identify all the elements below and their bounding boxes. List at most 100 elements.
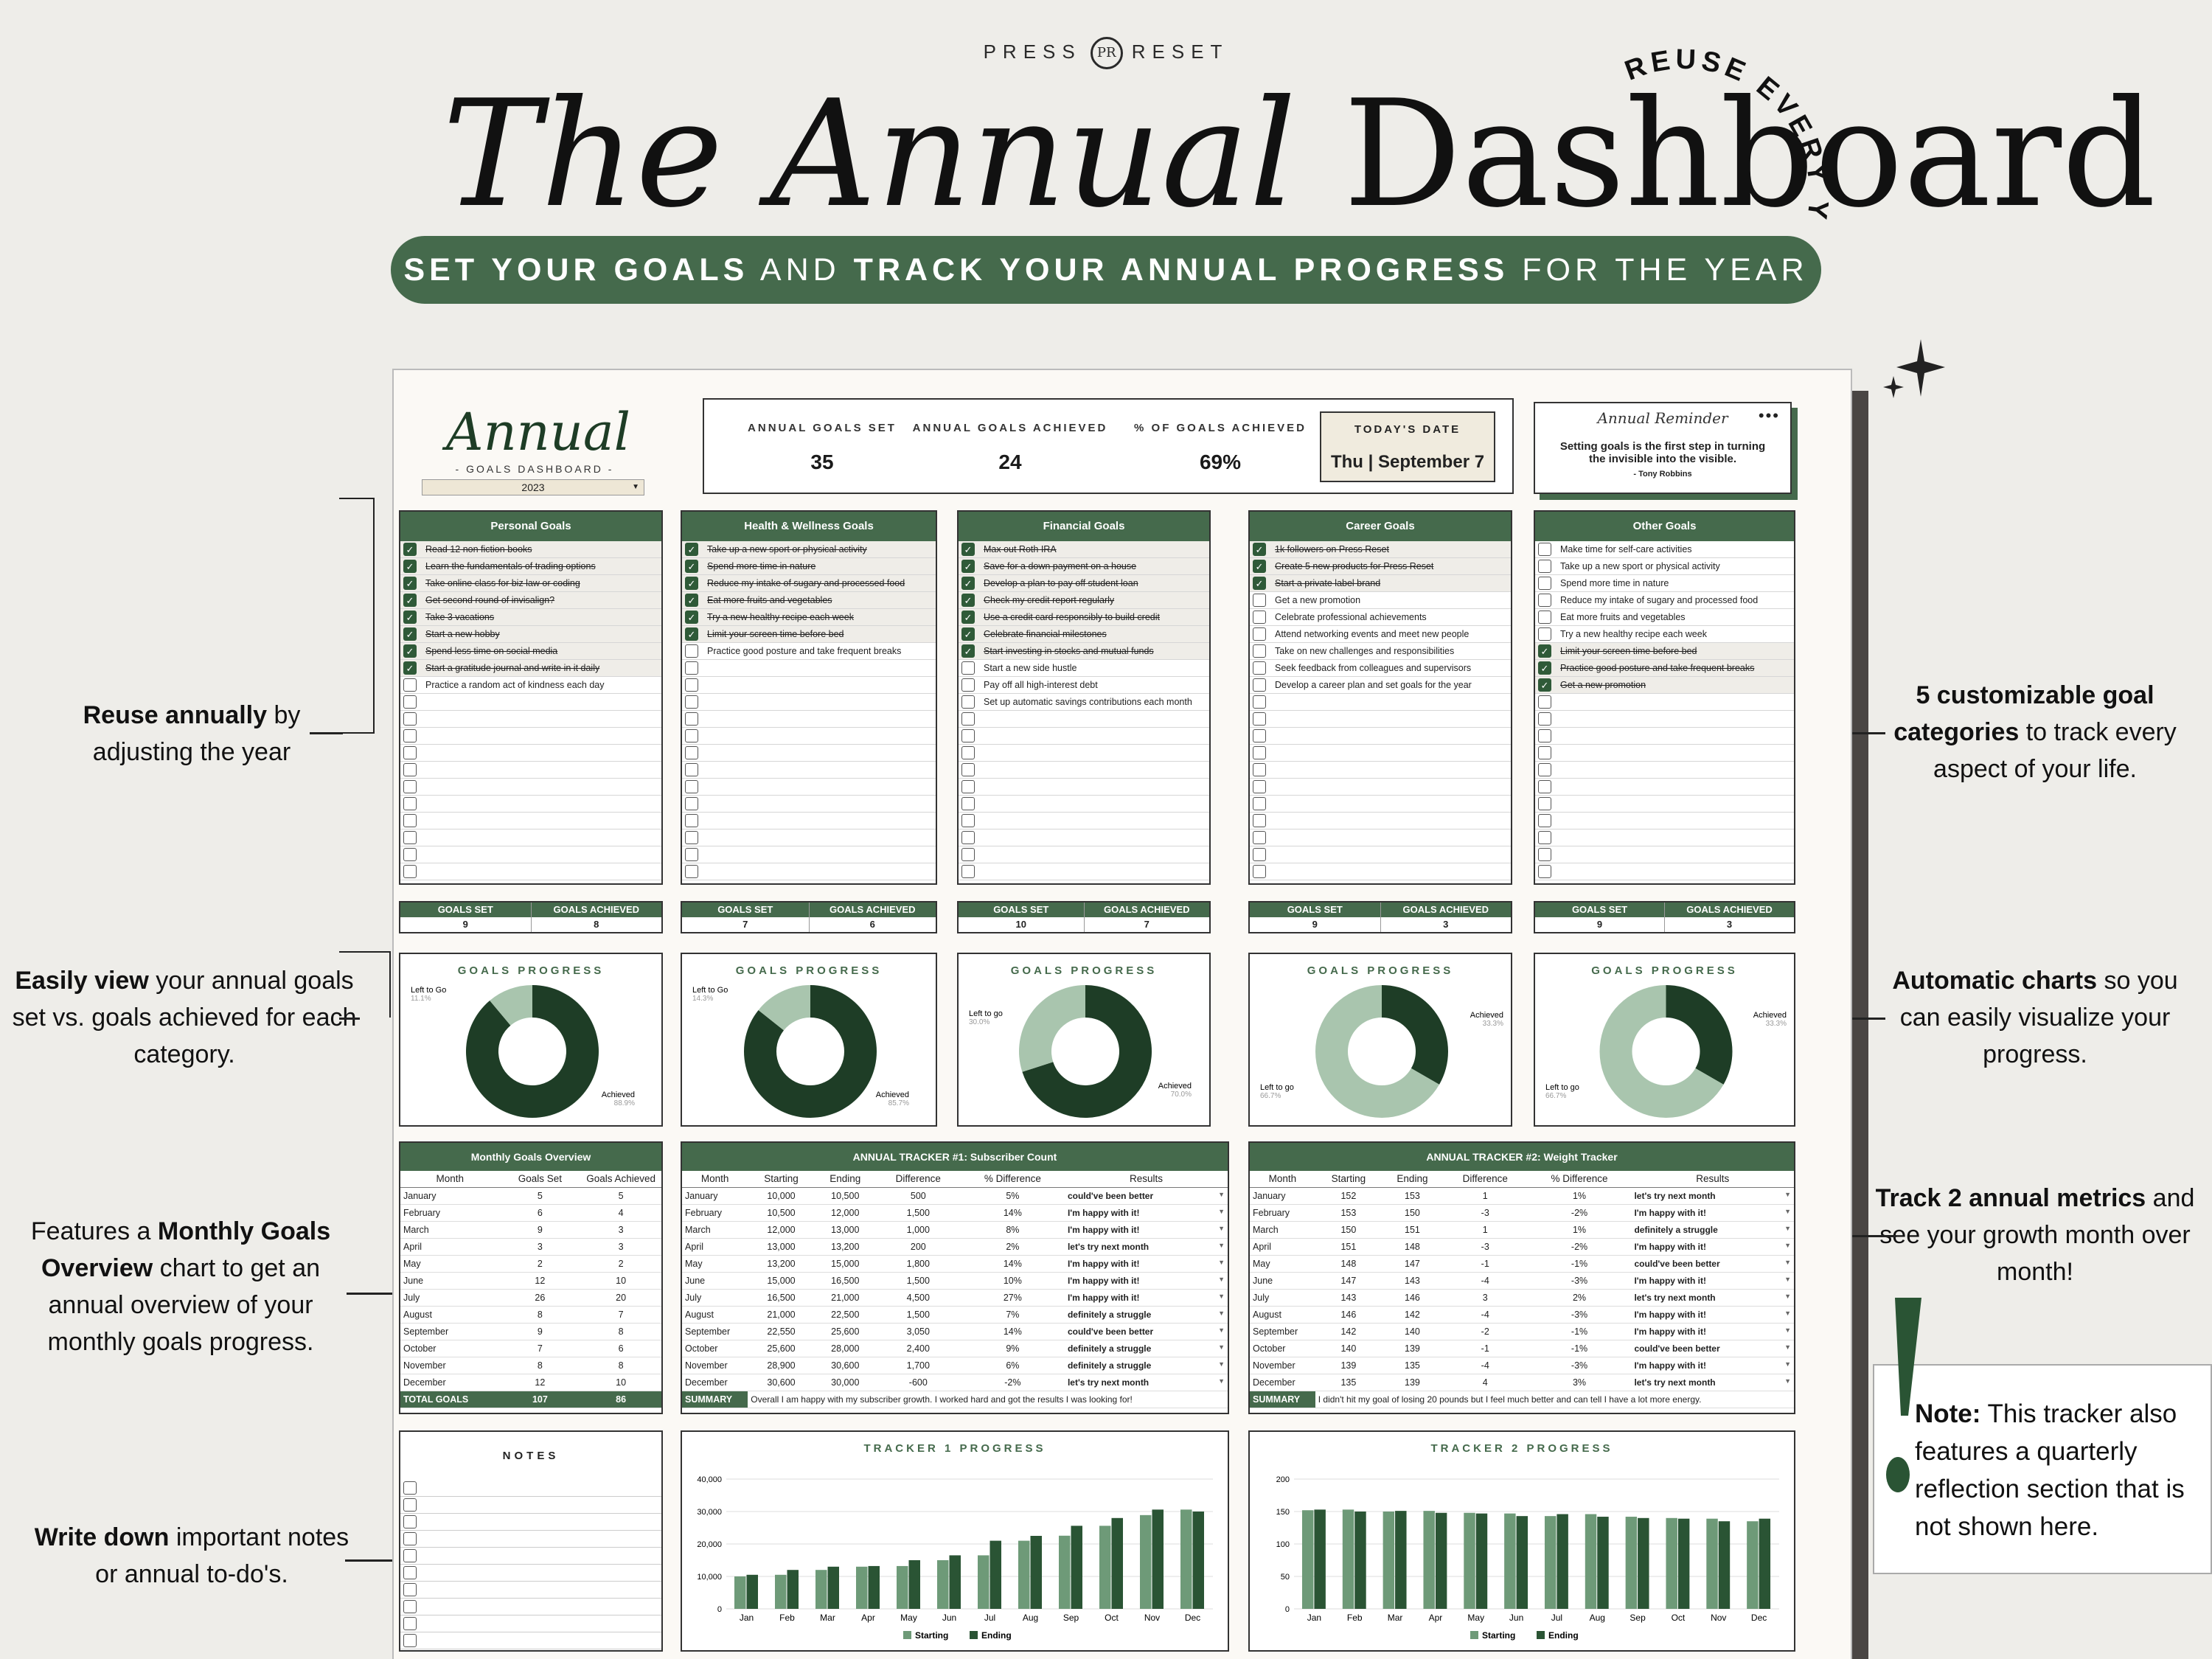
goal-checkbox[interactable] <box>403 797 417 810</box>
goal-row[interactable]: ✓ Get a new promotion <box>1535 677 1794 694</box>
goal-checkbox[interactable]: ✓ <box>1538 644 1551 658</box>
goal-row[interactable]: ✓ Use a credit card responsibly to build … <box>959 609 1209 626</box>
goal-checkbox[interactable] <box>1253 848 1266 861</box>
goal-row[interactable] <box>959 728 1209 745</box>
goal-row[interactable] <box>1250 762 1511 779</box>
goal-row[interactable]: ✓ Start a new hobby <box>400 626 661 643</box>
goal-row[interactable] <box>959 796 1209 813</box>
goal-row[interactable] <box>400 745 661 762</box>
goal-checkbox[interactable] <box>1253 865 1266 878</box>
goal-checkbox[interactable] <box>961 712 975 726</box>
goal-row[interactable]: ✓ Eat more fruits and vegetables <box>682 592 936 609</box>
goal-checkbox[interactable] <box>1253 644 1266 658</box>
note-row[interactable] <box>400 1632 661 1649</box>
goal-row[interactable] <box>1535 694 1794 711</box>
note-checkbox[interactable] <box>403 1549 417 1562</box>
goal-checkbox[interactable] <box>961 678 975 692</box>
table-cell[interactable]: I'm happy with it! ▼ <box>1631 1272 1794 1290</box>
goal-row[interactable]: ✓ Limit your screen time before bed <box>1535 643 1794 660</box>
table-cell[interactable]: let's try next month ▼ <box>1064 1238 1228 1256</box>
goal-row[interactable] <box>682 830 936 846</box>
note-checkbox[interactable] <box>403 1583 417 1596</box>
goal-row[interactable] <box>959 745 1209 762</box>
goal-row[interactable]: ✓ Reduce my intake of sugary and processe… <box>682 575 936 592</box>
table-cell[interactable]: I'm happy with it! ▼ <box>1064 1272 1228 1290</box>
goal-checkbox[interactable] <box>685 814 698 827</box>
note-row[interactable] <box>400 1582 661 1599</box>
note-checkbox[interactable] <box>403 1481 417 1495</box>
goal-row[interactable] <box>400 779 661 796</box>
goal-row[interactable] <box>1535 813 1794 830</box>
table-cell[interactable]: could've been better ▼ <box>1631 1340 1794 1357</box>
goal-checkbox[interactable] <box>403 695 417 709</box>
goal-row[interactable]: ✓ Take up a new sport or physical activit… <box>682 541 936 558</box>
goal-row[interactable] <box>682 711 936 728</box>
goal-row[interactable]: ✓ Check my credit report regularly <box>959 592 1209 609</box>
goal-checkbox[interactable]: ✓ <box>961 627 975 641</box>
goal-checkbox[interactable] <box>403 678 417 692</box>
goal-checkbox[interactable] <box>1253 611 1266 624</box>
goal-row[interactable]: ✓ Spend more time in nature <box>682 558 936 575</box>
note-checkbox[interactable] <box>403 1600 417 1613</box>
goal-checkbox[interactable] <box>685 661 698 675</box>
goal-checkbox[interactable] <box>685 780 698 793</box>
goal-row[interactable]: ✓ Develop a plan to pay off student loan <box>959 575 1209 592</box>
goal-checkbox[interactable]: ✓ <box>961 560 975 573</box>
goal-row[interactable] <box>1535 779 1794 796</box>
goal-checkbox[interactable]: ✓ <box>403 543 417 556</box>
goal-checkbox[interactable] <box>685 865 698 878</box>
goal-checkbox[interactable]: ✓ <box>685 627 698 641</box>
goal-row[interactable] <box>400 728 661 745</box>
note-row[interactable] <box>400 1565 661 1582</box>
goal-checkbox[interactable] <box>1538 695 1551 709</box>
note-row[interactable] <box>400 1497 661 1514</box>
goal-row[interactable] <box>1250 694 1511 711</box>
goal-checkbox[interactable] <box>403 814 417 827</box>
goal-checkbox[interactable] <box>1538 780 1551 793</box>
goal-row[interactable]: Practice good posture and take frequent … <box>682 643 936 660</box>
goal-row[interactable]: ✓ Start a gratitude journal and write in … <box>400 660 661 677</box>
goal-checkbox[interactable]: ✓ <box>403 644 417 658</box>
note-checkbox[interactable] <box>403 1498 417 1512</box>
goal-checkbox[interactable]: ✓ <box>1253 560 1266 573</box>
goal-checkbox[interactable] <box>1538 543 1551 556</box>
goal-row[interactable] <box>1250 813 1511 830</box>
goal-checkbox[interactable]: ✓ <box>403 661 417 675</box>
goal-row[interactable] <box>400 694 661 711</box>
goal-checkbox[interactable] <box>1538 865 1551 878</box>
table-cell[interactable]: I'm happy with it! ▼ <box>1064 1255 1228 1273</box>
goal-checkbox[interactable] <box>685 729 698 742</box>
goal-row[interactable]: ✓ Limit your screen time before bed <box>682 626 936 643</box>
goal-checkbox[interactable] <box>1253 695 1266 709</box>
note-row[interactable] <box>400 1480 661 1497</box>
goal-checkbox[interactable] <box>1253 763 1266 776</box>
note-row[interactable] <box>400 1531 661 1548</box>
goal-row[interactable] <box>1250 796 1511 813</box>
goal-checkbox[interactable] <box>1538 831 1551 844</box>
goal-checkbox[interactable]: ✓ <box>403 560 417 573</box>
goal-row[interactable]: Reduce my intake of sugary and processed… <box>1535 592 1794 609</box>
goal-checkbox[interactable]: ✓ <box>403 611 417 624</box>
table-cell[interactable]: I'm happy with it! ▼ <box>1631 1323 1794 1340</box>
goal-row[interactable] <box>682 796 936 813</box>
table-cell[interactable]: definitely a struggle ▼ <box>1064 1340 1228 1357</box>
goal-row[interactable]: ✓ Learn the fundamentals of trading optio… <box>400 558 661 575</box>
goal-row[interactable] <box>959 863 1209 880</box>
goal-row[interactable]: ✓ Celebrate financial milestones <box>959 626 1209 643</box>
goal-checkbox[interactable] <box>685 831 698 844</box>
goal-checkbox[interactable] <box>403 780 417 793</box>
goal-row[interactable] <box>400 762 661 779</box>
note-row[interactable] <box>400 1599 661 1615</box>
goal-row[interactable]: ✓ Try a new healthy recipe each week <box>682 609 936 626</box>
goal-row[interactable]: ✓ Take 3 vacations <box>400 609 661 626</box>
goal-row[interactable] <box>959 830 1209 846</box>
summary-text[interactable]: I didn't hit my goal of losing 20 pounds… <box>1315 1391 1794 1408</box>
table-cell[interactable]: I'm happy with it! ▼ <box>1064 1221 1228 1239</box>
table-cell[interactable]: I'm happy with it! ▼ <box>1064 1204 1228 1222</box>
goal-checkbox[interactable] <box>403 712 417 726</box>
more-icon[interactable]: ••• <box>1758 406 1780 425</box>
table-cell[interactable]: could've been better ▼ <box>1064 1187 1228 1205</box>
goal-checkbox[interactable] <box>1253 661 1266 675</box>
goal-row[interactable] <box>1535 728 1794 745</box>
table-cell[interactable]: I'm happy with it! ▼ <box>1064 1289 1228 1307</box>
